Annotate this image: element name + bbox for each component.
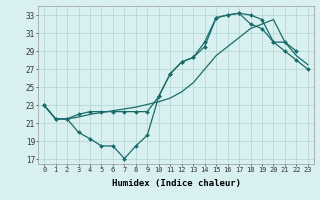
X-axis label: Humidex (Indice chaleur): Humidex (Indice chaleur) xyxy=(111,179,241,188)
